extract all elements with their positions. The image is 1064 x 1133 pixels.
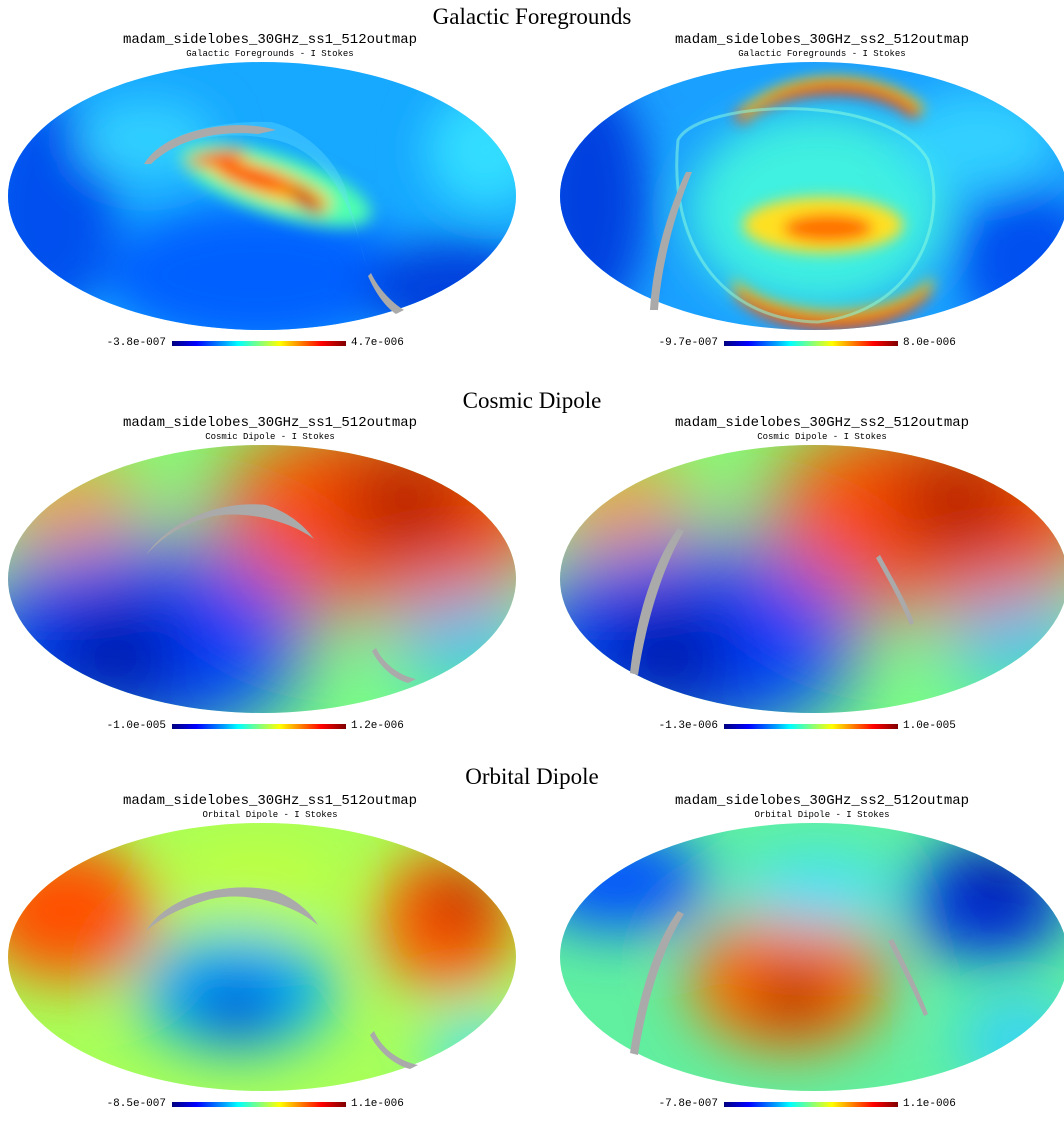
map-panel-orbital-ss1: madam_sidelobes_30GHz_ss1_512outmap Orbi…: [0, 793, 540, 1133]
section-title-galactic: Galactic Foregrounds: [432, 4, 632, 29]
colorbar-max: 1.0e-005: [903, 720, 956, 732]
colorbar-max: 8.0e-006: [903, 337, 956, 349]
colorbar: -3.8e-007 4.7e-006: [0, 336, 540, 352]
mask-region: [146, 887, 318, 931]
mollweide-map: [8, 445, 516, 713]
mollweide-map: [8, 823, 516, 1091]
mask-region: [144, 125, 276, 164]
colorbar-gradient: [172, 341, 346, 346]
map-subtitle: Galactic Foregrounds - I Stokes: [186, 49, 354, 59]
mask-region: [650, 172, 692, 310]
colorbar-min: -7.8e-007: [658, 1098, 718, 1110]
map-title: madam_sidelobes_30GHz_ss1_512outmap: [122, 793, 418, 809]
map-title: madam_sidelobes_30GHz_ss2_512outmap: [674, 793, 970, 809]
map-subtitle: Orbital Dipole - I Stokes: [754, 810, 890, 820]
map-panel-galactic-ss2: madam_sidelobes_30GHz_ss2_512outmap Gala…: [552, 32, 1064, 372]
colorbar: -8.5e-007 1.1e-006: [0, 1097, 540, 1113]
colorbar-min: -9.7e-007: [658, 337, 718, 349]
colorbar-min: -1.0e-005: [106, 720, 166, 732]
colorbar-max: 4.7e-006: [351, 337, 404, 349]
mollweide-map: [560, 62, 1064, 330]
colorbar-max: 1.1e-006: [351, 1098, 404, 1110]
mollweide-map: [8, 62, 516, 330]
colorbar-min: -3.8e-007: [106, 337, 166, 349]
map-panel-cosmic-ss1: madam_sidelobes_30GHz_ss1_512outmap Cosm…: [0, 415, 540, 755]
mask-region: [876, 555, 914, 625]
colorbar-max: 1.1e-006: [903, 1098, 956, 1110]
map-subtitle: Galactic Foregrounds - I Stokes: [738, 49, 906, 59]
map-panel-galactic-ss1: madam_sidelobes_30GHz_ss1_512outmap Gala…: [0, 32, 540, 372]
colorbar-gradient: [724, 341, 898, 346]
colorbar-min: -8.5e-007: [106, 1098, 166, 1110]
colorbar-max: 1.2e-006: [351, 720, 404, 732]
colorbar-gradient: [172, 724, 346, 729]
colorbar-gradient: [724, 724, 898, 729]
map-title: madam_sidelobes_30GHz_ss1_512outmap: [122, 415, 418, 431]
section-title-orbital: Orbital Dipole: [465, 764, 599, 789]
mask-region: [630, 528, 684, 675]
colorbar: -1.0e-005 1.2e-006: [0, 719, 540, 735]
colorbar-gradient: [724, 1102, 898, 1107]
mask-region: [888, 939, 928, 1016]
section-title-cosmic: Cosmic Dipole: [462, 388, 602, 413]
map-subtitle: Cosmic Dipole - I Stokes: [757, 432, 887, 442]
map-title: madam_sidelobes_30GHz_ss2_512outmap: [674, 32, 970, 48]
colorbar-min: -1.3e-006: [658, 720, 718, 732]
mollweide-map: [560, 445, 1064, 713]
map-subtitle: Cosmic Dipole - I Stokes: [205, 432, 335, 442]
colorbar: -9.7e-007 8.0e-006: [552, 336, 1064, 352]
mask-region: [368, 273, 404, 314]
colorbar: -7.8e-007 1.1e-006: [552, 1097, 1064, 1113]
map-subtitle: Orbital Dipole - I Stokes: [202, 810, 338, 820]
mask-region: [630, 911, 684, 1055]
colorbar-gradient: [172, 1102, 346, 1107]
map-panel-orbital-ss2: madam_sidelobes_30GHz_ss2_512outmap Orbi…: [552, 793, 1064, 1133]
map-title: madam_sidelobes_30GHz_ss2_512outmap: [674, 415, 970, 431]
mask-region: [370, 1031, 418, 1069]
map-title: madam_sidelobes_30GHz_ss1_512outmap: [122, 32, 418, 48]
colorbar: -1.3e-006 1.0e-005: [552, 719, 1064, 735]
map-panel-cosmic-ss2: madam_sidelobes_30GHz_ss2_512outmap Cosm…: [552, 415, 1064, 755]
mask-region: [146, 504, 314, 555]
mask-region: [372, 648, 416, 683]
mollweide-map: [560, 823, 1064, 1091]
